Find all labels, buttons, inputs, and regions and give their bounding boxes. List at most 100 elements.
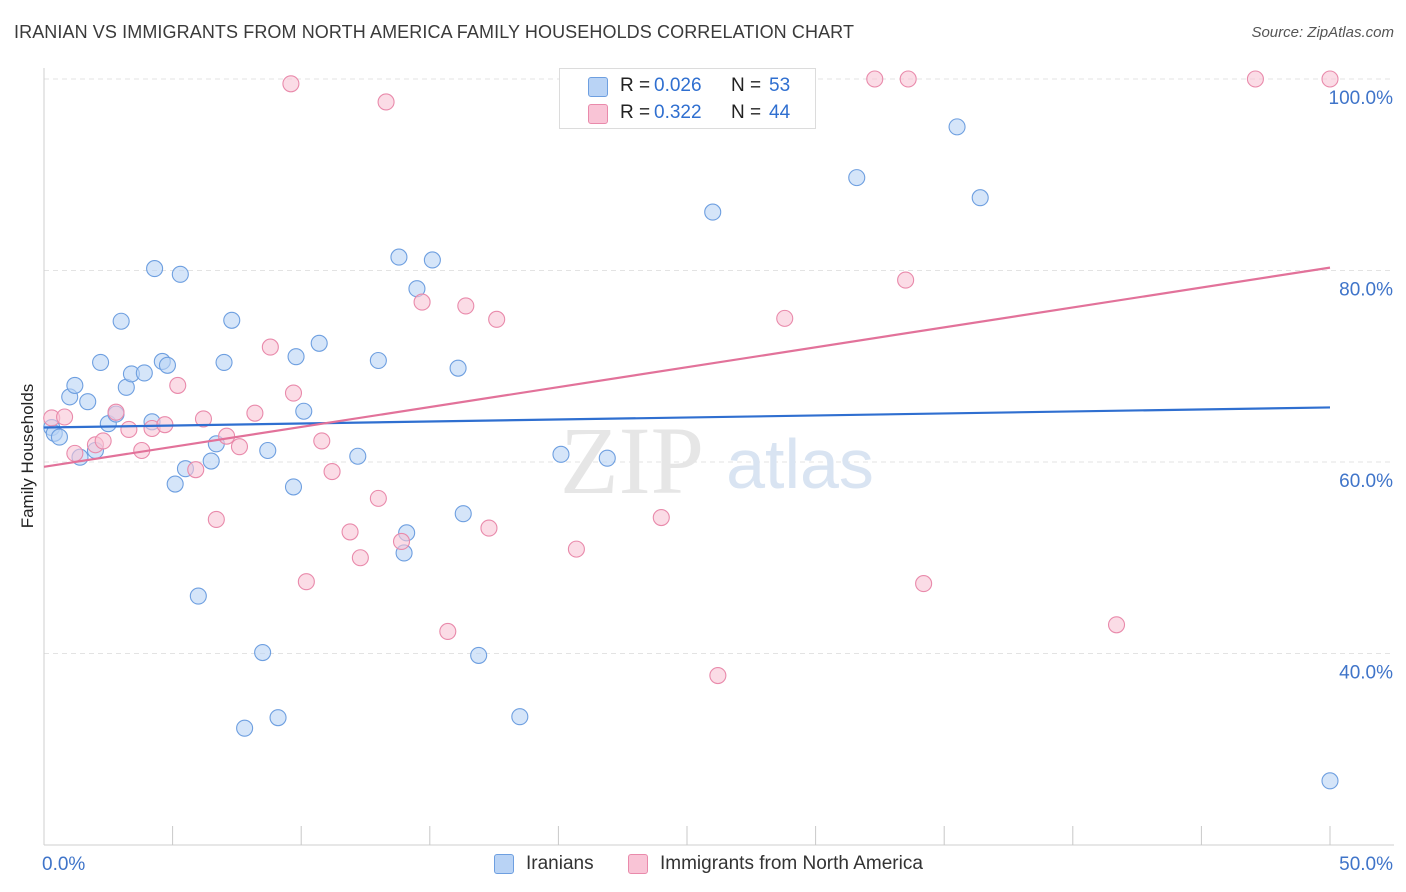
legend-n-label: N = (731, 75, 762, 96)
immigrant-point (246, 404, 264, 422)
immigrant-point (897, 271, 915, 289)
iranian-point (215, 353, 233, 371)
legend-swatch-iranians (588, 77, 608, 97)
immigrant-point (1246, 70, 1264, 88)
legend-r-value: 0.026 (654, 75, 702, 96)
x-tick-label: 50.0% (1339, 854, 1393, 875)
immigrant-point (1321, 70, 1339, 88)
chart-title: IRANIAN VS IMMIGRANTS FROM NORTH AMERICA… (14, 22, 855, 42)
immigrant-point (392, 532, 411, 551)
iranian-point (112, 312, 130, 330)
iranian-point (449, 359, 467, 377)
iranian-point (189, 587, 207, 605)
immigrant-point (413, 293, 431, 311)
legend-n-value: 53 (769, 75, 791, 96)
y-tick-label: 80.0% (1339, 280, 1393, 301)
immigrant-point (377, 93, 395, 111)
immigrant-point (488, 310, 506, 328)
y-tick-label: 100.0% (1329, 88, 1394, 109)
immigrant-point (194, 410, 213, 428)
immigrant-point (120, 420, 138, 438)
legend-swatch-immigrants (628, 854, 648, 874)
immigrant-point (297, 573, 315, 591)
axes (43, 68, 1394, 846)
iranian-point (704, 203, 722, 221)
x-tick-labels: 0.0% 50.0% (42, 854, 1393, 875)
iranian-point (1321, 772, 1339, 790)
watermark-atlas: atlas (726, 425, 874, 503)
iranian-point (92, 353, 110, 371)
iranian-point (369, 351, 387, 370)
iranian-point (166, 475, 184, 493)
iranian-point (66, 376, 84, 394)
iranian-point (254, 643, 272, 662)
grid-lines (44, 78, 1394, 654)
iranian-point (971, 189, 989, 207)
iranian-point (948, 118, 966, 136)
iranian-point (146, 260, 164, 278)
legend-label-iranians: Iranians (526, 853, 594, 874)
immigrant-point (107, 403, 125, 421)
iranian-point (158, 356, 177, 374)
iranian-point (470, 646, 488, 664)
iranian-point (284, 478, 303, 496)
iranian-point (79, 393, 97, 411)
immigrant-point (480, 519, 498, 537)
iranian-point (259, 441, 277, 460)
stats-legend: R = 0.026 N = 53 R = 0.322 N = 44 (559, 68, 816, 129)
immigrant-point (439, 622, 457, 641)
legend-n-value: 44 (769, 102, 791, 123)
immigrant-point (284, 384, 303, 402)
immigrant-point (369, 489, 387, 507)
immigrant-point (94, 432, 112, 450)
immigrant-point (169, 376, 187, 394)
legend-swatch-iranians (494, 854, 514, 874)
y-tick-labels: 40.0% 60.0% 80.0% 100.0% (1329, 88, 1394, 684)
iranian-point (202, 452, 220, 470)
immigrant-point (187, 461, 205, 479)
iranian-point (236, 719, 254, 737)
y-tick-label: 60.0% (1339, 471, 1393, 492)
iranian-point (171, 265, 189, 283)
iranian-point (269, 709, 287, 727)
immigrant-point (652, 508, 670, 527)
immigrant-point (56, 408, 74, 426)
watermark: ZIP atlas (560, 407, 874, 514)
iranian-point (423, 251, 441, 269)
immigrant-point (323, 463, 341, 481)
x-tick-label: 0.0% (42, 854, 85, 875)
iranian-point (454, 505, 472, 523)
immigrant-point (457, 297, 475, 315)
iranian-point (310, 334, 328, 352)
data-points (43, 70, 1339, 790)
trend-lines (43, 266, 1331, 468)
iranian-point (349, 447, 367, 465)
legend-n-label: N = (731, 102, 762, 123)
y-axis-label: Family Households (18, 383, 37, 529)
legend-swatch-immigrants (588, 104, 608, 124)
immigrant-point (313, 432, 331, 450)
y-tick-label: 40.0% (1339, 663, 1393, 684)
immigrant-point (915, 575, 933, 593)
iranian-point (223, 311, 241, 329)
legend-r-label: R = (620, 75, 651, 96)
iranian-point (287, 348, 305, 366)
iranian-trend-line (43, 406, 1331, 429)
legend-label-immigrants: Immigrants from North America (660, 853, 923, 874)
source-credit: Source: ZipAtlas.com (1251, 24, 1394, 41)
immigrant-point (66, 444, 84, 462)
iranian-point (390, 248, 408, 266)
immigrant-point (351, 549, 369, 567)
x-ticks (172, 826, 1331, 845)
watermark-zip: ZIP (560, 407, 704, 514)
iranian-point (50, 428, 68, 446)
immigrant-point (341, 523, 359, 541)
immigrant-point (230, 438, 249, 456)
immigrant-point (282, 75, 300, 93)
iranian-point (552, 445, 570, 463)
immigrant-point (261, 338, 279, 356)
immigrant-point (899, 70, 917, 88)
legend-r-value: 0.322 (654, 102, 702, 123)
iranian-point (135, 364, 153, 382)
